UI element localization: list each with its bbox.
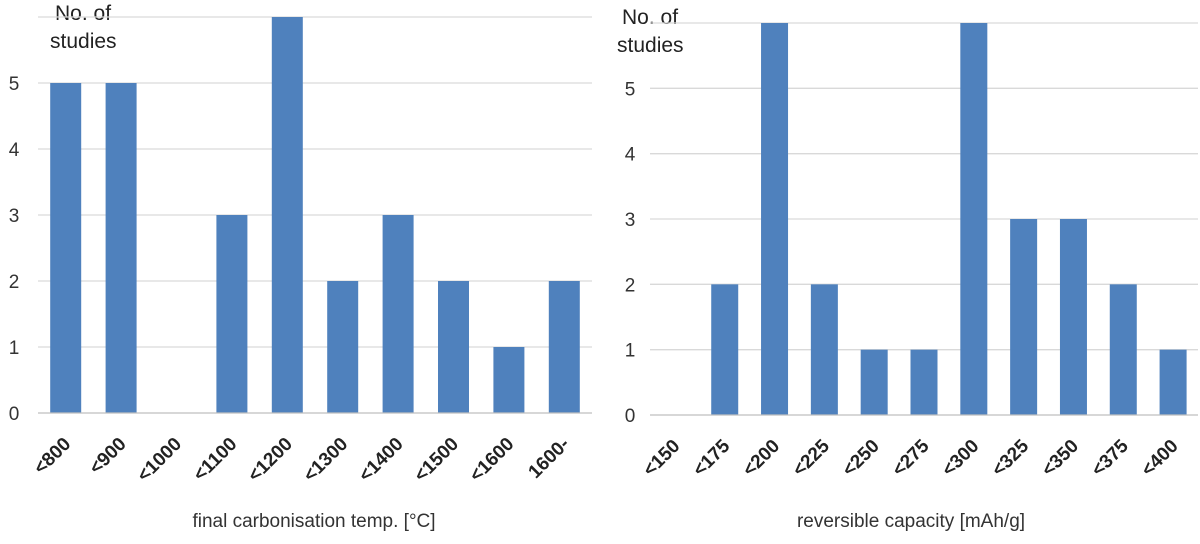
bar [1010,219,1038,415]
bar [548,281,580,413]
x-tick-label: <350 [1038,436,1083,481]
bar [493,347,525,413]
x-tick-label: <400 [1138,436,1183,481]
bar [960,23,988,415]
bar [1159,349,1187,415]
bar [216,215,248,413]
bar [810,284,838,415]
bar [382,215,414,413]
x-tick-label: <1400 [355,434,408,487]
y-axis-label-line1: No. of [55,2,111,25]
x-tick-label: <1000 [133,434,186,487]
y-tick-label: 4 [625,145,636,166]
bar [438,281,469,413]
x-tick-label: <250 [839,436,884,481]
y-tick-label: 4 [9,140,20,161]
x-tick-label: <900 [86,434,131,479]
y-tick-label: 0 [9,404,20,425]
y-axis-label-line2: studies [50,30,117,53]
chart-left: No. of studies final carbonisation temp.… [9,2,592,532]
bar [271,17,303,413]
x-tick-label: <1200 [244,434,297,487]
bar [761,23,789,415]
bar [711,284,739,415]
y-tick-label: 0 [625,406,636,427]
y-tick-label: 2 [9,272,20,293]
x-tick-label: <300 [938,436,983,481]
y-tick-label: 3 [625,210,636,231]
x-tick-label: <1500 [410,434,463,487]
y-tick-label: 1 [625,341,636,362]
x-tick-label: <325 [988,435,1033,480]
chart-right: No. of studies reversible capacity [mAh/… [617,6,1198,532]
x-tick-label: <275 [888,435,933,480]
x-tick-label: <150 [639,436,684,481]
y-tick-label: 3 [9,206,20,227]
x-tick-label: <375 [1088,435,1133,480]
x-tick-label: <175 [689,435,734,480]
bar [1109,284,1137,415]
x-axis-label: reversible capacity [mAh/g] [797,511,1025,532]
x-tick-label: <800 [30,434,75,479]
bar [1059,219,1087,415]
x-tick-label: <1100 [190,434,242,486]
x-tick-label: <225 [789,435,834,480]
bar [860,349,888,415]
y-tick-label: 2 [625,275,636,296]
bar [327,281,359,413]
y-axis-label-line1: No. of [622,6,678,29]
x-tick-label: <1600 [466,434,519,487]
y-tick-label: 5 [9,74,20,95]
y-tick-label: 1 [9,338,20,359]
y-tick-label: 5 [625,79,636,100]
bar [105,83,137,413]
bar [50,83,82,413]
x-axis-label: final carbonisation temp. [°C] [192,511,435,532]
bar [910,349,938,415]
x-tick-label: 1600- [525,434,574,483]
y-axis-label-line2: studies [617,34,684,57]
x-tick-label: <1300 [300,434,353,487]
x-tick-label: <200 [739,436,784,481]
